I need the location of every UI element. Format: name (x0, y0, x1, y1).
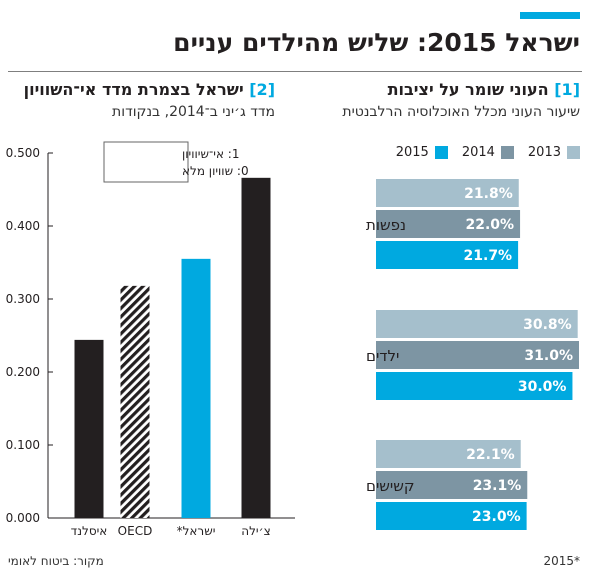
left-panel-number: [2] (249, 80, 275, 99)
gini-y-tick-label: 0.200 (6, 365, 40, 379)
poverty-bar (376, 471, 528, 499)
gini-x-tick-label: איסלנד (71, 524, 108, 535)
title-divider (8, 71, 582, 72)
gini-bar (74, 339, 104, 518)
gini-y-tick-label: 0.100 (6, 438, 40, 452)
gini-x-tick-label: צ׳ילה (241, 524, 270, 535)
title-accent-bar (520, 12, 580, 19)
poverty-category-label: ילדים (366, 347, 399, 365)
gini-bar (120, 285, 150, 518)
legend-swatch-2013 (567, 145, 580, 159)
left-panel-subtitle: מדד ג׳יני ב־2014, בנקודות (112, 104, 275, 120)
poverty-bar-value-label: 23.1% (473, 478, 522, 494)
legend-label-2014: 2014 (461, 144, 495, 160)
page-title: ישראל 2015: שליש מהילדים עניים (173, 28, 580, 57)
left-panel-title-text: ישראל בצמרת מדד אי־השוויון (23, 80, 244, 99)
poverty-bar-value-label: 30.8% (523, 317, 572, 333)
gini-y-tick-label: 0.000 (6, 511, 40, 525)
gini-bar-chart: 0.000 0.100 0.200 0.300 0.400 0.500 איסלנד OEC… (6, 141, 295, 535)
right-panel-title-text: העוני שומר על יציבות (387, 80, 549, 99)
poverty-category-label: נפשות (366, 216, 406, 234)
poverty-bar-value-label: 22.1% (466, 447, 515, 463)
poverty-bar-value-label: 30.0% (518, 379, 567, 395)
poverty-bar (376, 502, 527, 530)
gini-y-tick-label: 0.500 (6, 146, 40, 160)
right-panel-subtitle: שיעור העוני מכלל האוכלוסיה הרלבנטית (342, 104, 580, 120)
poverty-bar (376, 179, 519, 207)
gini-y-tick-label: 0.300 (6, 292, 40, 306)
poverty-bar-value-label: 23.0% (472, 509, 521, 525)
right-panel-number: [1] (554, 80, 580, 99)
left-panel-title: [2] ישראל בצמרת מדד אי־השוויון (24, 80, 275, 99)
poverty-bar (376, 341, 579, 369)
poverty-bar-value-label: 21.7% (464, 248, 513, 264)
footnote: 2015* (543, 554, 580, 568)
poverty-bar-chart: 21.8% 22.0% 21.7% 30.8% 31.0% 30.0% 22.1% 23.1%… (366, 179, 579, 530)
poverty-bar (376, 210, 521, 238)
gini-x-tick-label: ישראל* (177, 524, 216, 535)
legend-swatch-2014 (500, 145, 514, 159)
gini-note-line-1: 1: אי־שיוויון (182, 147, 239, 161)
gini-x-tick-label: OECD (118, 524, 153, 535)
legend-item-2015: 2015 (396, 145, 448, 160)
legend-item-2014: 2014 (462, 145, 514, 160)
poverty-category-label: קשישים (366, 477, 415, 495)
poverty-bar (376, 372, 573, 400)
poverty-legend: 2013 2014 2015 (396, 144, 580, 160)
right-panel-title: [1] העוני שומר על יציבות (388, 80, 580, 99)
gini-y-tick-label: 0.400 (6, 219, 40, 233)
source-note: מקור: ביטוח לאומי (8, 554, 104, 568)
gini-note-line-2: 0: שוויון מלא (182, 164, 249, 178)
poverty-bar-value-label: 22.0% (465, 217, 514, 233)
legend-label-2013: 2013 (527, 144, 561, 160)
poverty-bar (376, 310, 578, 338)
gini-note-box: 1: אי־שיוויון 0: שוויון מלא (103, 141, 249, 183)
legend-item-2013: 2013 (528, 145, 580, 160)
gini-bar (241, 177, 271, 518)
legend-label-2015: 2015 (395, 144, 429, 160)
poverty-bar-value-label: 21.8% (464, 186, 513, 202)
legend-swatch-2015 (434, 145, 448, 159)
poverty-bar (376, 241, 519, 269)
poverty-bar-value-label: 31.0% (524, 348, 573, 364)
gini-bar (181, 258, 211, 518)
poverty-bar (376, 440, 521, 468)
